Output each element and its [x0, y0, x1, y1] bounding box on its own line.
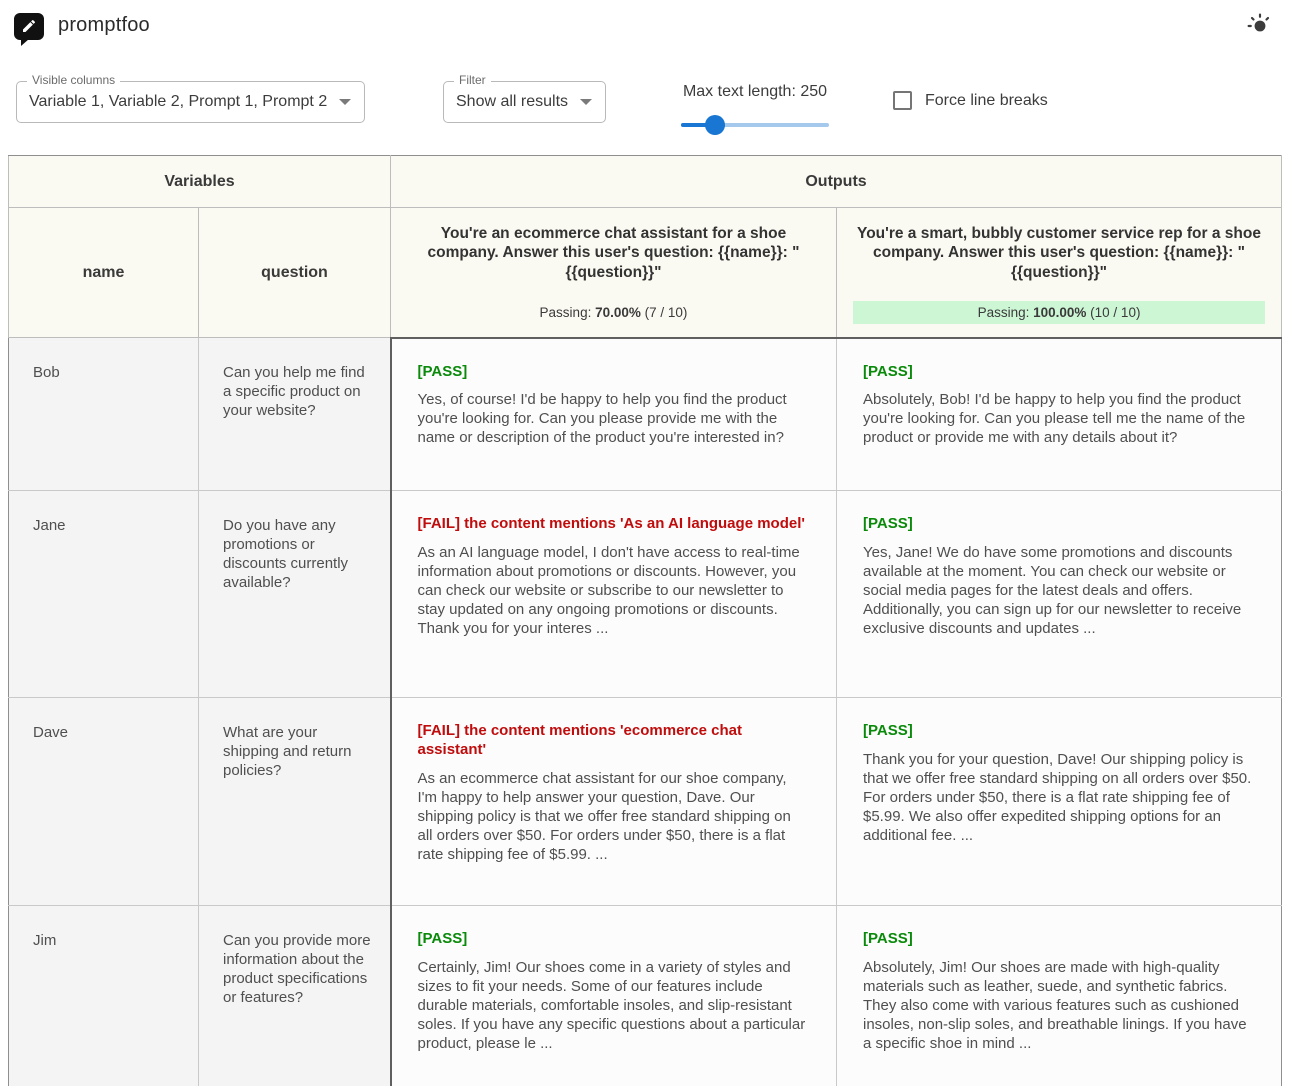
passing-percentage: 100.00% [1033, 305, 1087, 320]
output-text: As an ecommerce chat assistant for our s… [417, 769, 791, 863]
table-row: Bob Can you help me find a specific prod… [8, 337, 1283, 491]
promptfoo-logo[interactable] [14, 12, 44, 46]
passing-percentage: 70.00% [595, 305, 641, 320]
visible-columns-value: Variable 1, Variable 2, Prompt 1, Prompt… [29, 93, 328, 110]
cell-name: Bob [8, 337, 199, 491]
column-header-prompt-1: You're an ecommerce chat assistant for a… [390, 207, 837, 339]
force-line-breaks-label: Force line breaks [925, 91, 1048, 109]
cell-name: Jim [8, 905, 199, 1086]
visible-columns-label: Visible columns [27, 74, 121, 86]
theme-toggle-button[interactable] [1247, 13, 1273, 39]
status-badge: [FAIL] the content mentions 'As an AI la… [417, 515, 805, 532]
sun-icon [1247, 13, 1273, 39]
column-header-name: name [8, 207, 199, 338]
output-cell[interactable]: [PASS] Certainly, Jim! Our shoes come in… [389, 905, 837, 1086]
force-line-breaks-control[interactable]: Force line breaks [893, 91, 1048, 110]
status-badge: [PASS] [863, 722, 913, 739]
group-header-row: Variables Outputs [8, 155, 1283, 208]
column-header-question: question [198, 207, 391, 338]
status-badge: [PASS] [863, 515, 913, 532]
output-cell[interactable]: [FAIL] the content mentions 'As an AI la… [389, 490, 837, 698]
chevron-down-icon [339, 99, 352, 105]
output-text: Thank you for your question, Dave! Our s… [863, 750, 1252, 845]
cell-question: Can you help me find a specific product … [198, 337, 391, 491]
table-row: Jane Do you have any promotions or disco… [8, 490, 1283, 698]
cell-question: What are your shipping and return polici… [198, 697, 391, 906]
slider-fill [681, 123, 716, 127]
status-badge: [PASS] [863, 930, 913, 947]
top-app-bar: promptfoo [0, 0, 1289, 50]
chevron-down-icon [580, 99, 593, 105]
output-cell[interactable]: [FAIL] the content mentions 'ecommerce c… [389, 697, 837, 906]
brand-title: promptfoo [58, 13, 150, 36]
output-text: Yes, Jane! We do have some promotions an… [863, 543, 1242, 638]
cell-name: Dave [8, 697, 199, 906]
filter-value: Show all results [456, 93, 569, 110]
passing-label: Passing: [977, 305, 1030, 320]
variables-group-header: Variables [8, 155, 391, 208]
filter-select[interactable]: Filter Show all results [443, 74, 606, 123]
max-text-length-control: Max text length: 250 [665, 83, 845, 135]
output-cell[interactable]: [PASS] Yes, Jane! We do have some promot… [835, 490, 1283, 698]
table-row: Dave What are your shipping and return p… [8, 697, 1283, 906]
status-badge: [FAIL] the content mentions 'ecommerce c… [417, 722, 742, 758]
column-header-row: name question You're an ecommerce chat a… [8, 207, 1283, 339]
status-badge: [PASS] [417, 930, 468, 947]
output-cell[interactable]: [PASS] Absolutely, Bob! I'd be happy to … [835, 337, 1283, 491]
slider-thumb[interactable] [705, 115, 726, 135]
output-text: Absolutely, Bob! I'd be happy to help yo… [863, 391, 1246, 447]
pencil-bubble-icon [21, 18, 37, 34]
visible-columns-select[interactable]: Visible columns Variable 1, Variable 2, … [16, 74, 365, 123]
output-text: As an AI language model, I don't have ac… [417, 543, 800, 638]
passing-count: (10 / 10) [1090, 305, 1141, 320]
output-text: Absolutely, Jim! Our shoes are made with… [863, 958, 1247, 1053]
max-text-length-label: Max text length: 250 [682, 83, 828, 100]
cell-name: Jane [8, 490, 199, 698]
output-cell[interactable]: [PASS] Absolutely, Jim! Our shoes are ma… [835, 905, 1283, 1086]
prompt-2-title: You're a smart, bubbly customer service … [857, 225, 1261, 281]
passing-label: Passing: [539, 305, 592, 320]
cell-question: Do you have any promotions or discounts … [198, 490, 391, 698]
status-badge: [PASS] [863, 362, 913, 380]
prompt-1-title: You're an ecommerce chat assistant for a… [427, 225, 800, 281]
prompt-1-passing: Passing: 70.00% (7 / 10) [405, 301, 822, 324]
slider-track [681, 123, 829, 127]
output-cell[interactable]: [PASS] Thank you for your question, Dave… [835, 697, 1283, 906]
output-text: Yes, of course! I'd be happy to help you… [417, 391, 787, 447]
max-text-length-slider[interactable] [681, 115, 829, 135]
outputs-group-header: Outputs [389, 155, 1283, 208]
toolbar-controls: Visible columns Variable 1, Variable 2, … [0, 50, 1289, 155]
force-line-breaks-checkbox[interactable] [893, 91, 912, 110]
output-text: Certainly, Jim! Our shoes come in a vari… [417, 958, 806, 1053]
eval-results-table: Variables Outputs name question You're a… [8, 155, 1283, 1086]
table-row: Jim Can you provide more information abo… [8, 905, 1283, 1086]
column-header-prompt-2: You're a smart, bubbly customer service … [835, 207, 1283, 339]
status-badge: [PASS] [417, 362, 468, 380]
filter-label: Filter [454, 74, 491, 86]
output-cell[interactable]: [PASS] Yes, of course! I'd be happy to h… [389, 337, 837, 491]
passing-count: (7 / 10) [644, 305, 688, 320]
cell-question: Can you provide more information about t… [198, 905, 391, 1086]
prompt-2-passing: Passing: 100.00% (10 / 10) [853, 301, 1266, 324]
